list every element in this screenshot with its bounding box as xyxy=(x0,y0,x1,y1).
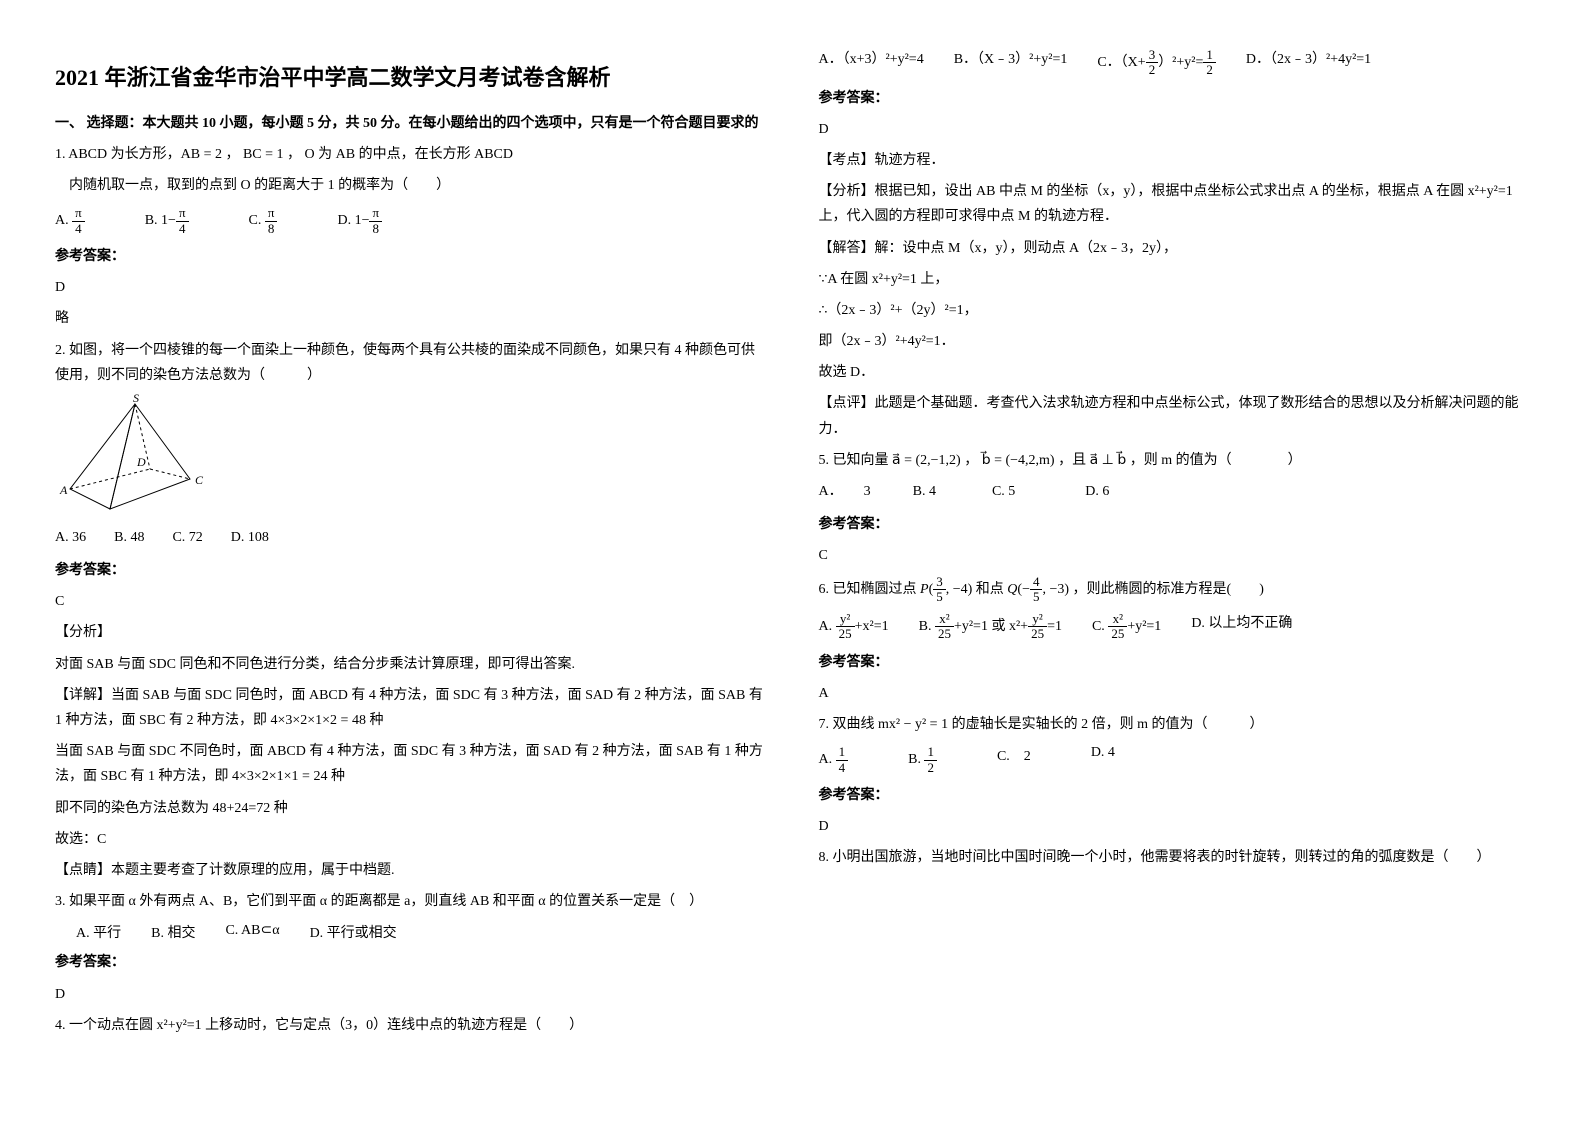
q2-answer-label: 参考答案： xyxy=(55,558,769,583)
fraction-icon: π4 xyxy=(176,206,189,236)
q7-choice-b: B. 12 xyxy=(908,745,937,775)
q4-stem: 4. 一个动点在圆 x²+y²=1 上移动时，它与定点（3，0）连线中点的轨迹方… xyxy=(55,1013,769,1038)
q2-options: A. 36 B. 48 C. 72 D. 108 xyxy=(55,525,769,550)
fraction-icon: y²25 xyxy=(1028,612,1047,642)
q4-t6: 即（2x﹣3）²+4y²=1． xyxy=(819,329,1533,354)
fraction-icon: 45 xyxy=(1030,575,1043,605)
q3-answer-label: 参考答案： xyxy=(55,950,769,975)
svg-text:B: B xyxy=(105,511,113,514)
q6-stem: 6. 已知椭圆过点 P(35, −4) 和点 Q(−45, −3) ，则此椭圆的… xyxy=(819,575,1533,605)
fraction-icon: 12 xyxy=(924,745,937,775)
fraction-icon: π8 xyxy=(369,206,382,236)
q4-answer-label: 参考答案： xyxy=(819,86,1533,111)
q5-stem: 5. 已知向量 a⃗ = (2,−1,2) ， b⃗ = (−4,2,m) ，且… xyxy=(819,448,1533,473)
q2-line4: 即不同的染色方法总数为 48+24=72 种 xyxy=(55,796,769,821)
fraction-icon: x²25 xyxy=(935,612,954,642)
q4-choice-c: C．（X+32）²+y²=12 xyxy=(1097,48,1216,78)
q4-t4: ∵A 在圆 x²+y²=1 上， xyxy=(819,267,1533,292)
q1-note: 略 xyxy=(55,306,769,331)
q3-choice-a: A. 平行 xyxy=(76,922,121,942)
q2-line6: 【点睛】本题主要考查了计数原理的应用，属于中档题. xyxy=(55,858,769,883)
q7-choices: A. 14 B. 12 C. 2 D. 4 xyxy=(819,745,1533,775)
fraction-icon: 35 xyxy=(933,575,946,605)
q4-t2: 【分析】根据已知，设出 AB 中点 M 的坐标（x，y），根据中点坐标公式求出点… xyxy=(819,179,1533,229)
right-column: A．（x+3）²+y²=4 B．（X﹣3）²+y²=1 C．（X+32）²+y²… xyxy=(794,40,1558,1082)
q2-answer: C xyxy=(55,589,769,614)
q3-choice-d: D. 平行或相交 xyxy=(310,922,397,942)
q2-line2: 【详解】当面 SAB 与面 SDC 同色时，面 ABCD 有 4 种方法，面 S… xyxy=(55,683,769,733)
q1-choice-a: A. π4 xyxy=(55,206,85,236)
q1-choices: A. π4 B. 1−π4 C. π8 D. 1−π8 xyxy=(55,206,769,236)
q7-stem: 7. 双曲线 mx² − y² = 1 的虚轴长是实轴长的 2 倍，则 m 的值… xyxy=(819,712,1533,737)
q2-line5: 故选：C xyxy=(55,827,769,852)
q5-options: A． 3 B. 4 C. 5 D. 6 xyxy=(819,479,1533,504)
q1-answer-label: 参考答案： xyxy=(55,244,769,269)
q1-stem-line2: 内随机取一点，取到的点到 O 的距离大于 1 的概率为（ ） xyxy=(55,173,769,198)
q6-choice-c: C. x²25+y²=1 xyxy=(1092,612,1161,642)
q7-answer-label: 参考答案： xyxy=(819,783,1533,808)
left-column: 2021 年浙江省金华市治平中学高二数学文月考试卷含解析 一、 选择题：本大题共… xyxy=(30,40,794,1082)
q5-answer: C xyxy=(819,543,1533,568)
section-1-heading: 一、 选择题：本大题共 10 小题，每小题 5 分，共 50 分。在每小题给出的… xyxy=(55,112,769,132)
fraction-icon: 32 xyxy=(1146,48,1159,78)
q3-choice-b: B. 相交 xyxy=(151,922,195,942)
q7-choice-c: C. 2 xyxy=(997,745,1031,775)
q6-answer-label: 参考答案： xyxy=(819,650,1533,675)
fraction-icon: y²25 xyxy=(836,612,855,642)
pyramid-svg-icon: S A B C D xyxy=(55,394,215,514)
q6-choice-d: D. 以上均不正确 xyxy=(1191,612,1292,642)
q7-answer: D xyxy=(819,814,1533,839)
q4-t5: ∴（2x﹣3）²+（2y）²=1， xyxy=(819,298,1533,323)
q1-choice-b: B. 1−π4 xyxy=(145,206,189,236)
q1-answer: D xyxy=(55,275,769,300)
q4-choice-d: D．（2x﹣3）²+4y²=1 xyxy=(1246,48,1371,78)
q2-line1: 对面 SAB 与面 SDC 同色和不同色进行分类，结合分步乘法计算原理，即可得出… xyxy=(55,652,769,677)
exam-page: 2021 年浙江省金华市治平中学高二数学文月考试卷含解析 一、 选择题：本大题共… xyxy=(0,0,1587,1122)
q3-choice-c: C. AB⊂α xyxy=(225,922,279,942)
exam-title: 2021 年浙江省金华市治平中学高二数学文月考试卷含解析 xyxy=(55,60,769,92)
q3-choices: A. 平行 B. 相交 C. AB⊂α D. 平行或相交 xyxy=(55,922,769,942)
fraction-icon: 14 xyxy=(836,745,849,775)
svg-text:A: A xyxy=(59,483,68,497)
q4-t7: 故选 D． xyxy=(819,360,1533,385)
q4-t1: 【考点】轨迹方程． xyxy=(819,148,1533,173)
q3-stem: 3. 如果平面 α 外有两点 A、B，它们到平面 α 的距离都是 a，则直线 A… xyxy=(55,889,769,914)
q3-answer: D xyxy=(55,982,769,1007)
q2-line3: 当面 SAB 与面 SDC 不同色时，面 ABCD 有 4 种方法，面 SDC … xyxy=(55,739,769,789)
svg-text:S: S xyxy=(133,394,139,405)
q6-choices: A. y²25+x²=1 B. x²25+y²=1 或 x²+y²25=1 C.… xyxy=(819,612,1533,642)
q1-choice-d: D. 1−π8 xyxy=(337,206,382,236)
q1-stem-line1: 1. ABCD 为长方形，AB = 2 ， BC = 1 ， O 为 AB 的中… xyxy=(55,142,769,167)
fraction-icon: π4 xyxy=(72,206,85,236)
fraction-icon: π8 xyxy=(265,206,278,236)
q2-analysis-label: 【分析】 xyxy=(55,620,769,645)
q2-stem: 2. 如图，将一个四棱锥的每一个面染上一种颜色，使每两个具有公共棱的面染成不同颜… xyxy=(55,338,769,388)
q4-t8: 【点评】此题是个基础题．考查代入法求轨迹方程和中点坐标公式，体现了数形结合的思想… xyxy=(819,391,1533,441)
q7-choice-d: D. 4 xyxy=(1091,745,1115,775)
pyramid-figure: S A B C D xyxy=(55,394,769,519)
q7-choice-a: A. 14 xyxy=(819,745,849,775)
q4-choice-b: B．（X﹣3）²+y²=1 xyxy=(954,48,1068,78)
q6-answer: A xyxy=(819,681,1533,706)
q4-choices: A．（x+3）²+y²=4 B．（X﹣3）²+y²=1 C．（X+32）²+y²… xyxy=(819,48,1533,78)
q8-stem: 8. 小明出国旅游，当地时间比中国时间晚一个小时，他需要将表的时针旋转，则转过的… xyxy=(819,845,1533,870)
fraction-icon: x²25 xyxy=(1108,612,1127,642)
q5-answer-label: 参考答案： xyxy=(819,512,1533,537)
q4-t3: 【解答】解：设中点 M（x，y），则动点 A（2x﹣3，2y）， xyxy=(819,236,1533,261)
q4-choice-a: A．（x+3）²+y²=4 xyxy=(819,48,924,78)
q6-choice-b: B. x²25+y²=1 或 x²+y²25=1 xyxy=(919,612,1062,642)
svg-text:D: D xyxy=(136,455,146,469)
q4-answer: D xyxy=(819,117,1533,142)
q6-choice-a: A. y²25+x²=1 xyxy=(819,612,889,642)
q1-choice-c: C. π8 xyxy=(249,206,278,236)
svg-text:C: C xyxy=(195,473,204,487)
fraction-icon: 12 xyxy=(1203,48,1216,78)
